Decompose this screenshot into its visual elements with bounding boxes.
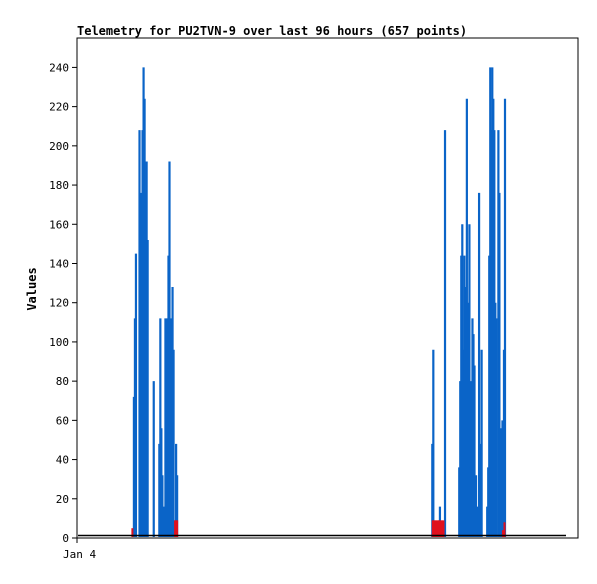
plot-frame [76, 37, 579, 539]
y-tick-label: 20 [56, 493, 69, 506]
y-tick-label: 0 [62, 532, 69, 545]
x-tick-label: Jan 4 [63, 548, 96, 561]
y-tick-label: 220 [49, 101, 69, 114]
plot-area [78, 67, 566, 537]
y-tick-label: 120 [49, 297, 69, 310]
y-axis-label: Values [25, 267, 39, 310]
y-tick-label: 180 [49, 179, 69, 192]
y-tick-label: 140 [49, 257, 69, 270]
y-axis: 0 20 40 60 80 100 120 140 160 180 200 220 240 [49, 61, 77, 545]
x-axis: Jan 4 [63, 538, 96, 561]
y-tick-label: 100 [49, 336, 69, 349]
y-tick-label: 40 [56, 454, 69, 467]
chart-title: Telemetry for PU2TVN-9 over last 96 hour… [77, 24, 467, 38]
y-tick-label: 200 [49, 140, 69, 153]
y-tick-label: 160 [49, 218, 69, 231]
y-tick-label: 60 [56, 414, 69, 427]
series-0 [132, 67, 507, 537]
y-tick-label: 240 [49, 61, 69, 74]
y-tick-label: 80 [56, 375, 69, 388]
series-1 [131, 520, 506, 537]
